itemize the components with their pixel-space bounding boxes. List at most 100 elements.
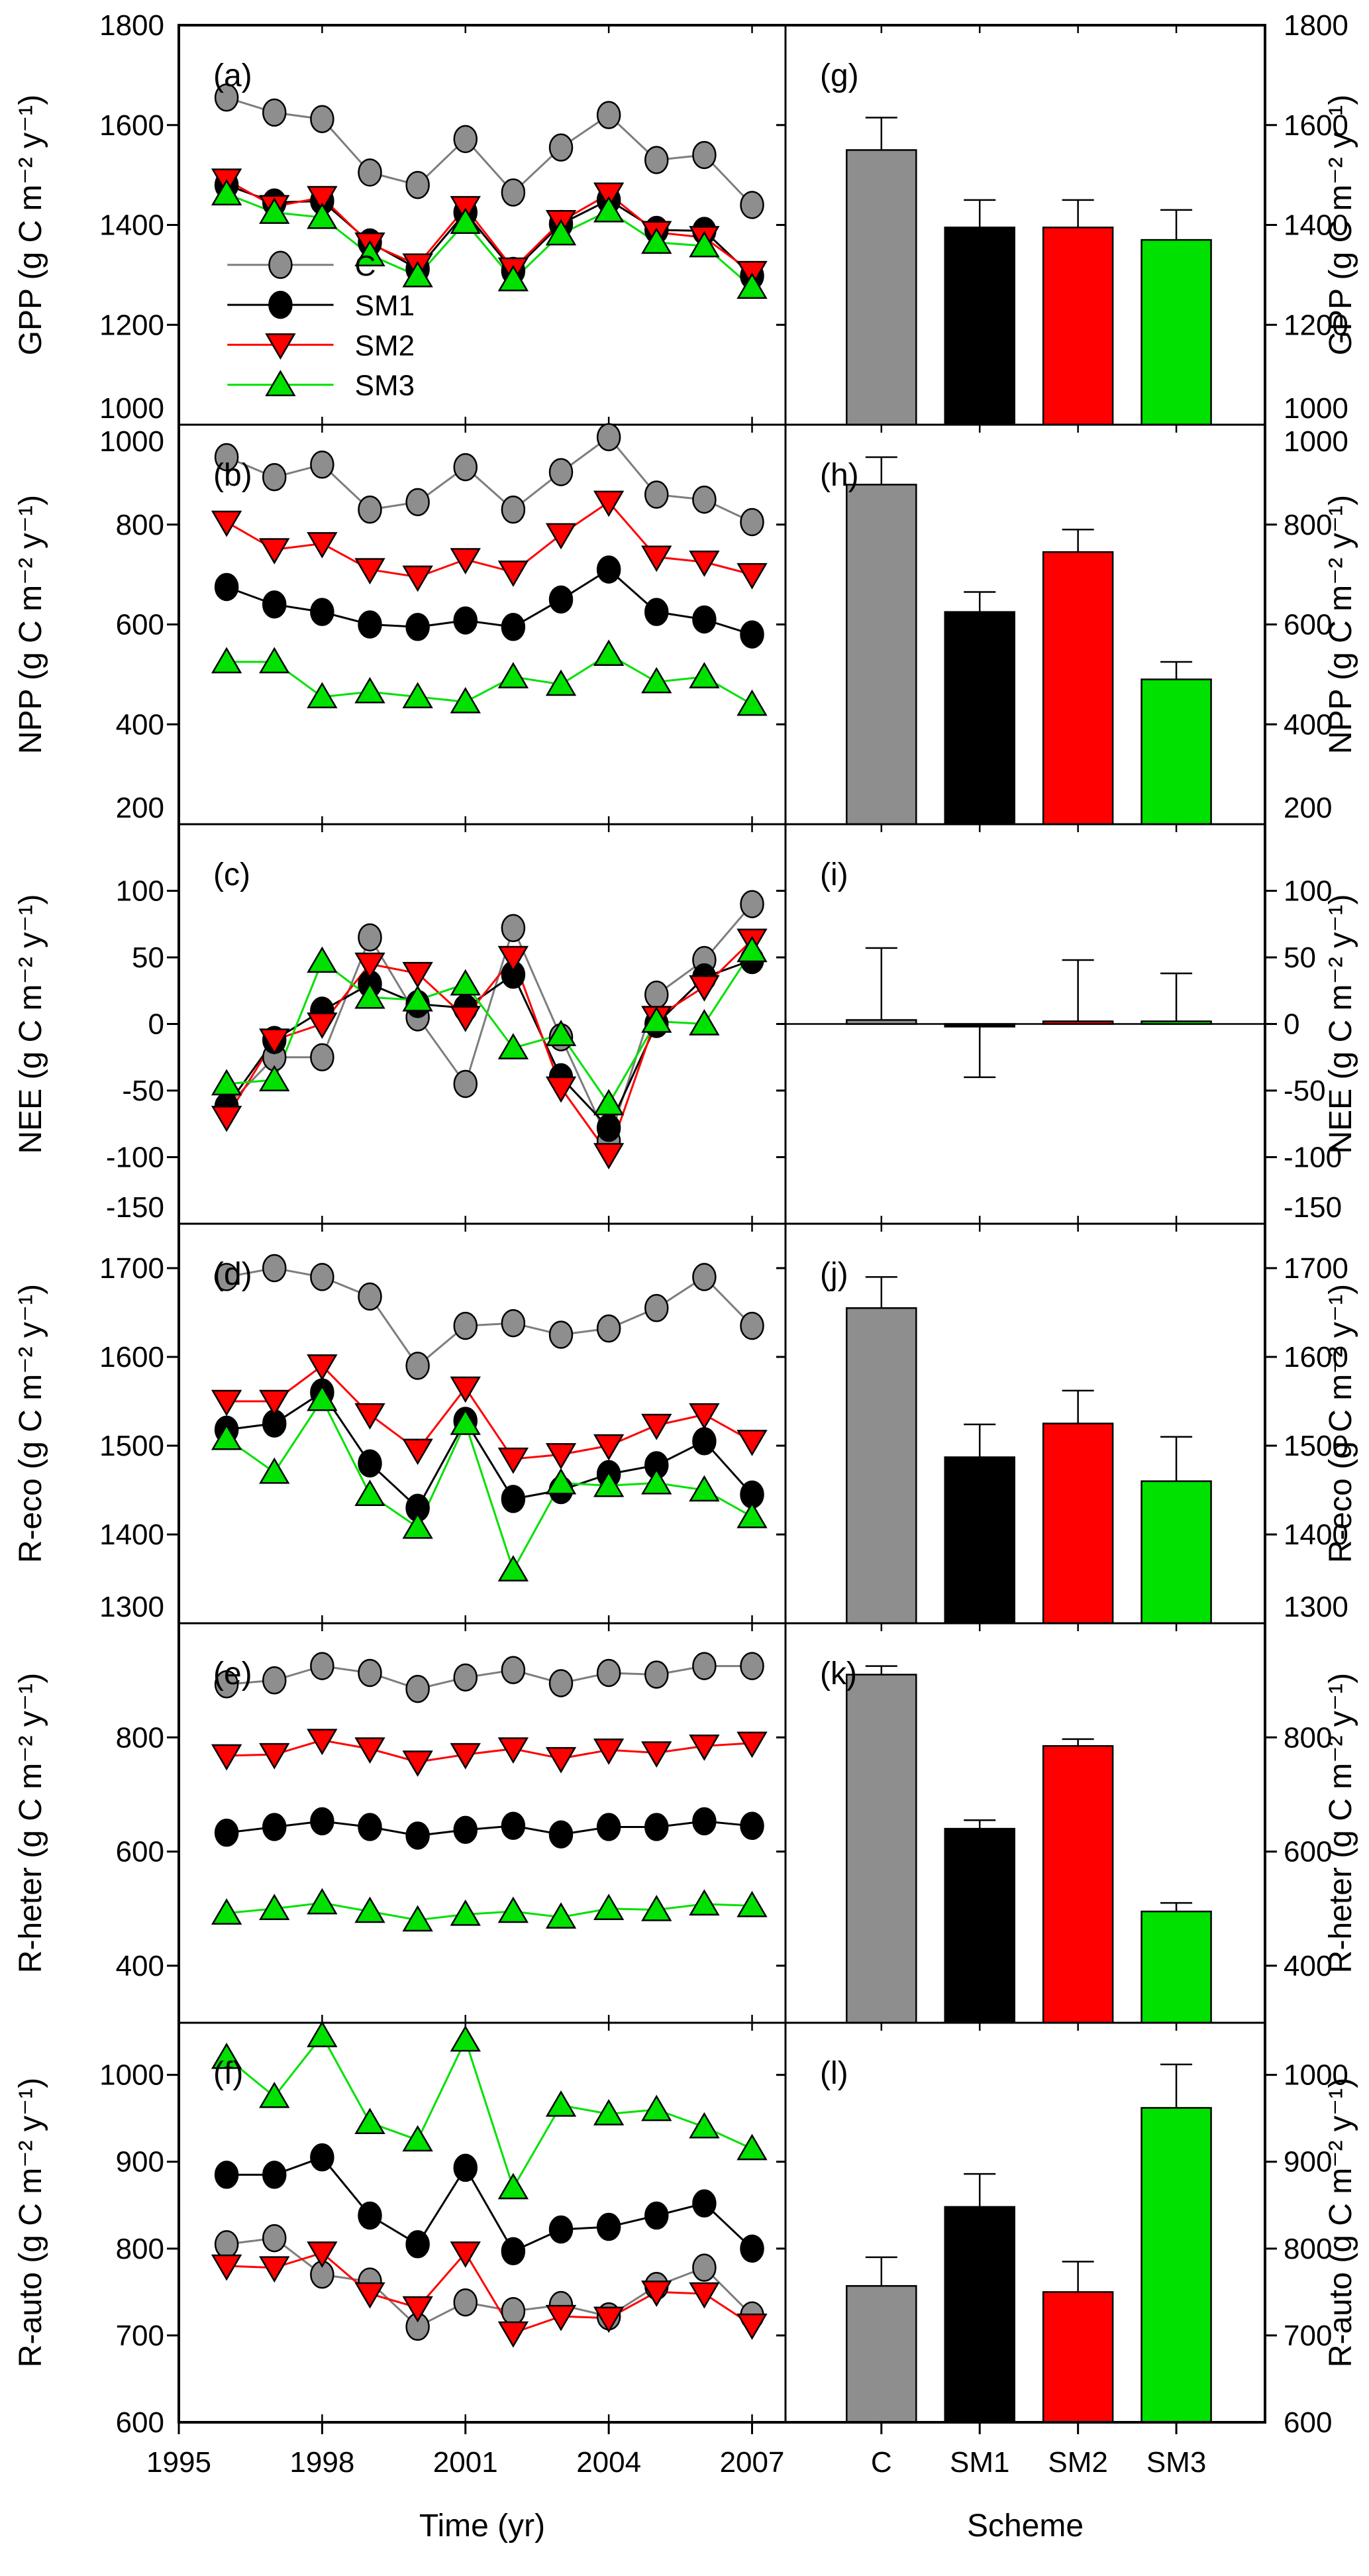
y-tick-label: 1000: [99, 2059, 164, 2092]
y-tick-label: 1700: [1284, 1252, 1348, 1285]
circle-marker: [358, 1813, 382, 1841]
circle-marker: [405, 613, 430, 641]
circle-marker: [548, 585, 574, 614]
triangle-up-marker: [641, 2094, 672, 2121]
circle-marker: [692, 1652, 717, 1680]
circle-marker: [596, 1114, 621, 1142]
triangle-up-marker: [641, 227, 672, 254]
panel-f: 600 700 800 900 1000 (f) R-auto (g C m⁻² y⁻¹): [13, 2021, 786, 2439]
triangle-up-marker: [497, 1555, 529, 1582]
y-tick-label: -50: [122, 1075, 164, 1107]
triangle-up-marker: [402, 1905, 433, 1932]
series-markers-SM2: [211, 928, 768, 1169]
series-line-SM2: [227, 2251, 753, 2334]
triangle-up-marker: [354, 1896, 385, 1923]
triangle-down-marker: [259, 2256, 290, 2283]
triangle-up-marker: [689, 231, 720, 258]
y-tick-label: 200: [1284, 792, 1332, 824]
circle-marker: [262, 2161, 287, 2189]
series-markers-SM2: [211, 168, 768, 288]
circle-marker: [644, 2201, 669, 2230]
y-axis-title-left: R-heter (g C m⁻² y⁻¹): [13, 1673, 48, 1973]
series-line-SM2: [226, 500, 752, 578]
circle-marker: [310, 1807, 334, 1836]
y-tick-label: 700: [1284, 2320, 1332, 2352]
circle-marker: [501, 1811, 526, 1841]
y-tick-label: 900: [1284, 2146, 1332, 2178]
bar-SM1: [944, 611, 1015, 826]
triangle-down-marker: [307, 2241, 338, 2268]
triangle-up-marker: [402, 682, 433, 709]
y-tick-label: 900: [116, 2146, 164, 2178]
bar-SM1: [944, 227, 1015, 426]
triangle-up-marker: [354, 676, 385, 704]
y-tick-label: 1500: [1284, 1430, 1348, 1462]
series-line-SM1: [226, 1820, 752, 1837]
circle-marker: [453, 2288, 478, 2317]
y-tick-label: 1200: [99, 309, 164, 341]
triangle-down-marker: [265, 333, 296, 360]
bar-axis-title: Scheme: [967, 2508, 1084, 2544]
circle-marker: [310, 1043, 334, 1071]
y-axis-title-right: R-heter (g C m⁻² y⁻¹): [1323, 1673, 1358, 1973]
y-tick-label: 600: [1284, 609, 1332, 641]
triangle-up-marker: [259, 2081, 290, 2108]
bar-SM1: [944, 1827, 1015, 2024]
y-tick-label: 800: [116, 509, 164, 541]
y-tick-label: 800: [1284, 2233, 1332, 2265]
circle-marker: [548, 458, 574, 486]
circle-marker: [214, 1670, 239, 1699]
circle-marker: [453, 1815, 478, 1845]
circle-marker: [501, 1309, 526, 1338]
y-axis-title-right: GPP (g C m⁻² y⁻¹): [1323, 95, 1358, 356]
circle-marker: [453, 1663, 478, 1692]
triangle-up-marker: [211, 2042, 242, 2069]
triangle-down-marker: [593, 490, 625, 517]
circle-marker: [405, 2230, 430, 2259]
bar-SM2: [1042, 1020, 1114, 1025]
triangle-down-marker: [593, 1143, 625, 1169]
triangle-down-marker: [450, 2241, 481, 2268]
triangle-down-marker: [736, 1731, 768, 1758]
series-line-SM1: [226, 1391, 753, 1510]
y-tick-label: -100: [106, 1142, 164, 1174]
circle-marker: [740, 890, 764, 918]
triangle-up-marker: [736, 936, 768, 963]
series-line-C: [226, 96, 753, 206]
triangle-up-marker: [450, 2025, 481, 2052]
triangle-up-marker: [641, 1006, 672, 1033]
triangle-up-marker: [450, 969, 481, 996]
triangle-up-marker: [354, 982, 385, 1009]
panel-letter: (d): [213, 1257, 252, 1292]
circle-marker: [453, 606, 478, 635]
legend-label: SM3: [355, 370, 415, 402]
bar-SM1: [944, 1023, 1015, 1028]
triangle-down-marker: [307, 1012, 338, 1039]
y-tick-label: 1000: [99, 425, 164, 458]
triangle-down-marker: [736, 563, 768, 590]
y-tick-label: 1600: [99, 109, 164, 142]
panel-i: -150 -100 -50 0 50 100 (i) NEE (g C m⁻² y⁻¹): [786, 824, 1358, 1224]
circle-marker: [358, 495, 382, 524]
series-line-SM3: [227, 653, 753, 706]
circle-marker: [501, 1656, 526, 1684]
triangle-up-marker: [307, 2021, 338, 2047]
y-tick-label: 1400: [1284, 209, 1348, 242]
circle-marker: [405, 488, 430, 517]
triangle-up-marker: [259, 197, 290, 224]
triangle-down-marker: [736, 2313, 768, 2340]
y-tick-label: 1400: [1284, 1519, 1348, 1551]
bar-SM2: [1042, 1422, 1114, 1625]
triangle-up-marker: [545, 219, 577, 246]
series-markers-SM2: [211, 1354, 768, 1474]
circle-marker: [310, 598, 334, 626]
circle-marker: [548, 133, 574, 162]
circle-marker: [405, 1674, 430, 1703]
triangle-down-marker: [450, 548, 481, 574]
series-line-C: [226, 2237, 753, 2328]
bar-SM3: [1141, 1020, 1212, 1025]
triangle-down-marker: [402, 565, 433, 592]
bar-SM3: [1141, 2107, 1212, 2424]
triangle-up-marker: [593, 1470, 625, 1497]
circle-marker: [692, 1427, 717, 1456]
